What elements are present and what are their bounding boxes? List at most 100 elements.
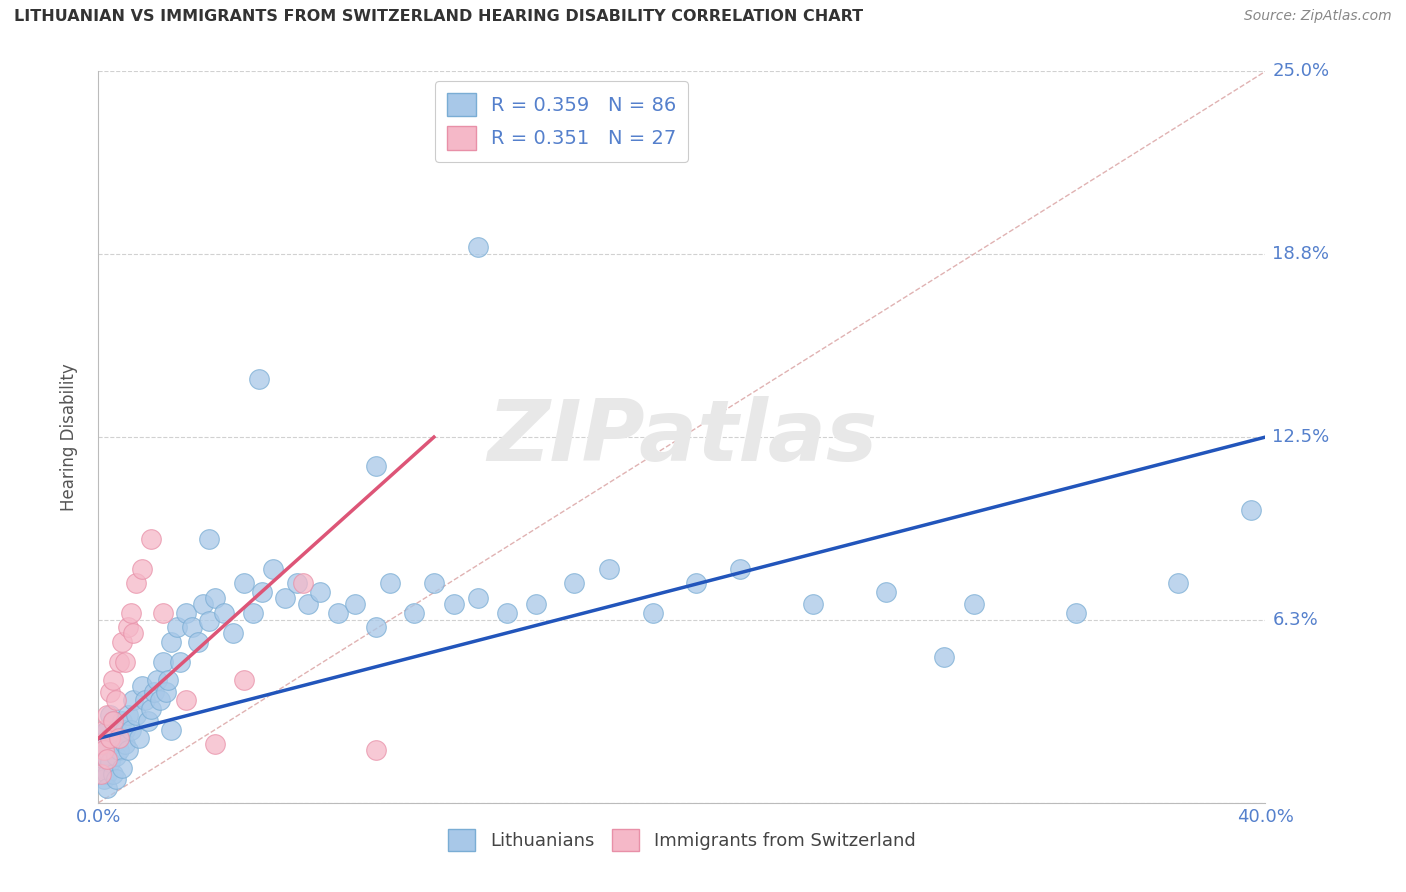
Point — [139, 702, 162, 716]
Point — [93, 752, 115, 766]
Point — [96, 752, 118, 766]
Text: 6.3%: 6.3% — [1272, 611, 1317, 629]
Point — [131, 679, 153, 693]
Point — [101, 673, 124, 687]
Point — [309, 585, 332, 599]
Point — [146, 673, 169, 687]
Point — [142, 684, 165, 698]
Point — [98, 731, 121, 746]
Point — [174, 693, 197, 707]
Point — [801, 597, 824, 611]
Text: ZIPatlas: ZIPatlas — [486, 395, 877, 479]
Point — [364, 459, 387, 474]
Point — [136, 714, 159, 728]
Point — [198, 533, 221, 547]
Point — [93, 743, 115, 757]
Point — [114, 656, 136, 670]
Point — [104, 772, 127, 787]
Point — [204, 591, 226, 605]
Point — [730, 562, 752, 576]
Point — [90, 737, 112, 751]
Point — [120, 723, 142, 737]
Point — [114, 723, 136, 737]
Point — [274, 591, 297, 605]
Text: 18.8%: 18.8% — [1272, 245, 1329, 263]
Point — [285, 576, 308, 591]
Point — [122, 626, 145, 640]
Point — [169, 656, 191, 670]
Point — [98, 755, 121, 769]
Point — [157, 673, 180, 687]
Point — [402, 606, 425, 620]
Point — [155, 684, 177, 698]
Point — [364, 620, 387, 634]
Point — [247, 371, 270, 385]
Point — [160, 635, 183, 649]
Point — [262, 562, 284, 576]
Point — [128, 731, 150, 746]
Point — [104, 723, 127, 737]
Point — [139, 533, 162, 547]
Text: 25.0%: 25.0% — [1272, 62, 1330, 80]
Point — [98, 684, 121, 698]
Point — [104, 693, 127, 707]
Point — [204, 737, 226, 751]
Text: LITHUANIAN VS IMMIGRANTS FROM SWITZERLAND HEARING DISABILITY CORRELATION CHART: LITHUANIAN VS IMMIGRANTS FROM SWITZERLAN… — [14, 9, 863, 24]
Point — [598, 562, 620, 576]
Point — [101, 714, 124, 728]
Point — [297, 597, 319, 611]
Text: Source: ZipAtlas.com: Source: ZipAtlas.com — [1244, 9, 1392, 23]
Point — [98, 731, 121, 746]
Point — [108, 743, 131, 757]
Point — [120, 606, 142, 620]
Point — [117, 708, 139, 723]
Point — [101, 737, 124, 751]
Point — [131, 562, 153, 576]
Point — [875, 585, 897, 599]
Point — [152, 656, 174, 670]
Point — [90, 761, 112, 775]
Point — [122, 693, 145, 707]
Point — [101, 766, 124, 780]
Point — [108, 656, 131, 670]
Point — [93, 723, 115, 737]
Point — [117, 620, 139, 634]
Point — [962, 597, 984, 611]
Point — [187, 635, 209, 649]
Point — [423, 576, 446, 591]
Point — [242, 606, 264, 620]
Point — [90, 766, 112, 780]
Point — [125, 576, 148, 591]
Point — [96, 743, 118, 757]
Point — [1240, 503, 1263, 517]
Point — [221, 626, 243, 640]
Point — [364, 743, 387, 757]
Point — [233, 673, 256, 687]
Point — [174, 606, 197, 620]
Point — [108, 731, 131, 746]
Point — [152, 606, 174, 620]
Point — [160, 723, 183, 737]
Point — [180, 620, 202, 634]
Point — [125, 708, 148, 723]
Point — [117, 743, 139, 757]
Point — [1167, 576, 1189, 591]
Point — [96, 723, 118, 737]
Point — [108, 731, 131, 746]
Point — [212, 606, 235, 620]
Point — [134, 693, 156, 707]
Point — [98, 708, 121, 723]
Point — [524, 597, 547, 611]
Point — [291, 576, 314, 591]
Point — [111, 714, 134, 728]
Point — [443, 597, 465, 611]
Point — [93, 772, 115, 787]
Point — [104, 749, 127, 764]
Point — [96, 708, 118, 723]
Point — [96, 781, 118, 796]
Point — [193, 597, 215, 611]
Point — [111, 635, 134, 649]
Point — [344, 597, 367, 611]
Point — [149, 693, 172, 707]
Y-axis label: Hearing Disability: Hearing Disability — [59, 363, 77, 511]
